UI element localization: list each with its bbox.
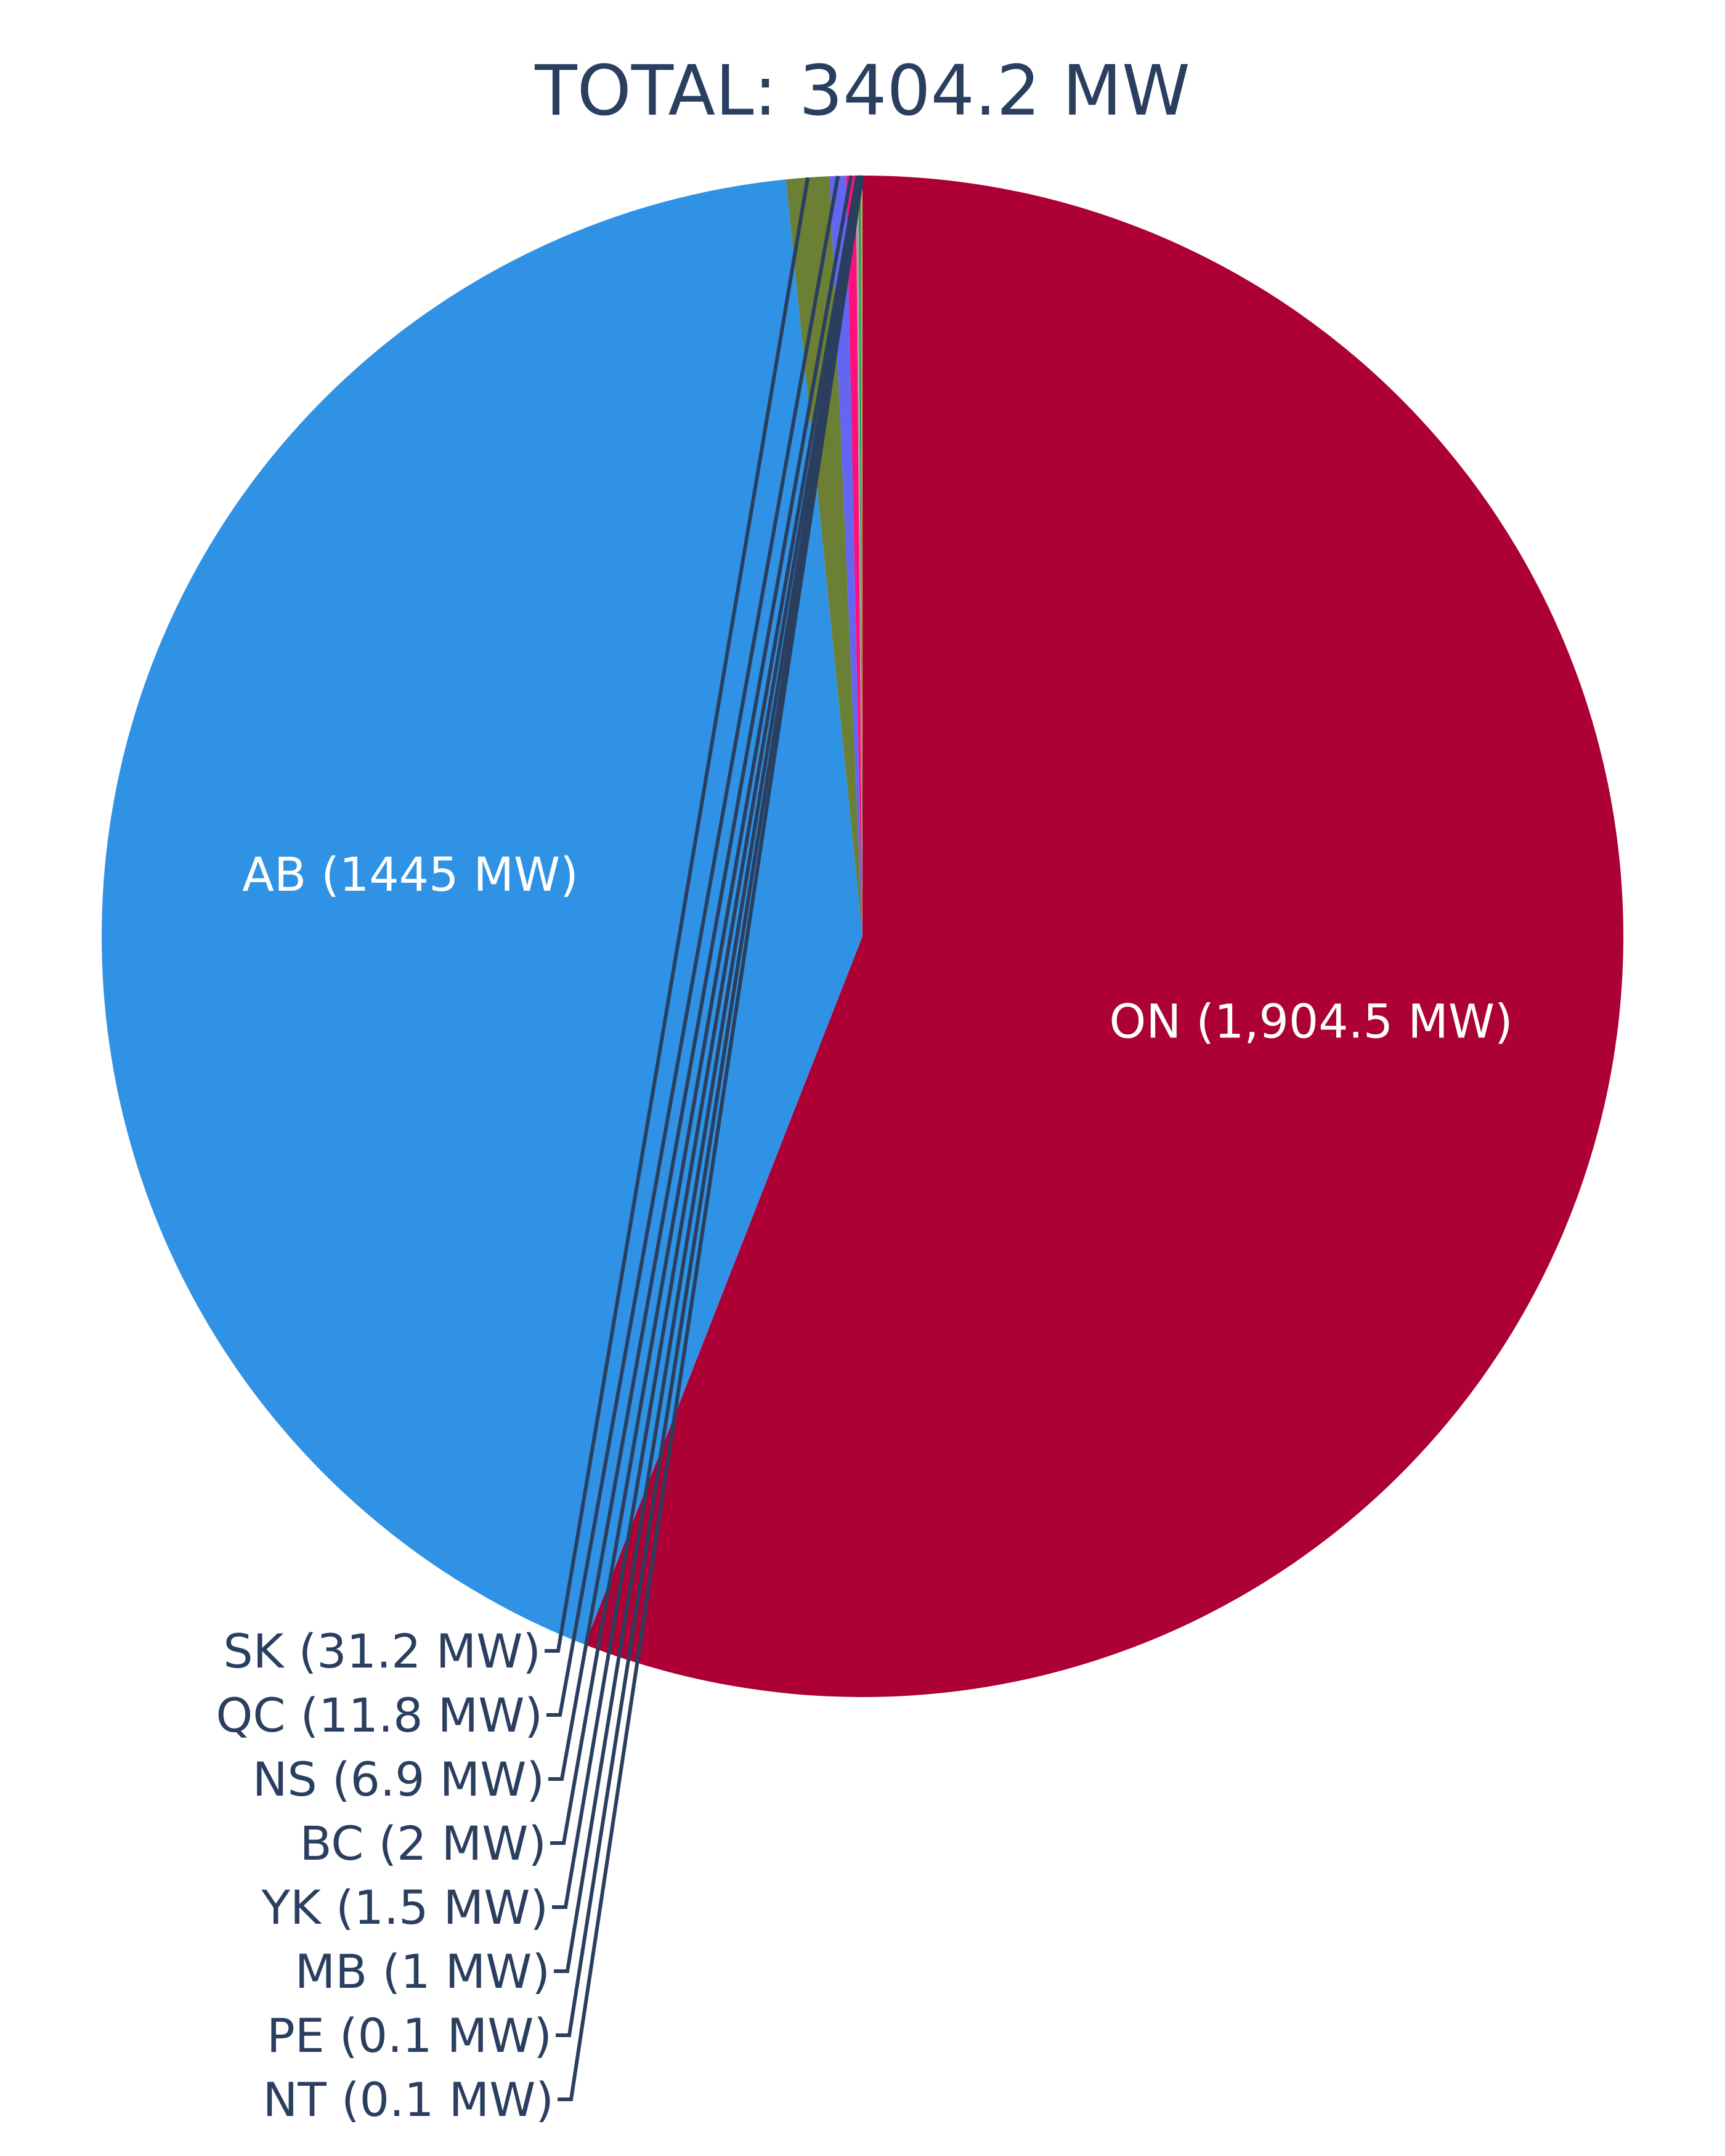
slice-label-pe: PE (0.1 MW) [267, 2008, 552, 2063]
leader-line-nt [558, 175, 864, 2101]
pie-slice-yk [858, 176, 862, 936]
pie-slice-qc [829, 176, 862, 936]
pie-slices [102, 175, 1624, 1697]
slice-label-yk: YK (1.5 MW) [261, 1880, 548, 1935]
leader-line-ns [548, 175, 853, 1781]
slice-label-ns: NS (6.9 MW) [253, 1752, 545, 1807]
slice-label-bc: BC (2 MW) [299, 1816, 546, 1871]
chart-title: TOTAL: 3404.2 MW [534, 51, 1190, 131]
pie-slice-on [585, 176, 1624, 1697]
slice-label-nt: NT (0.1 MW) [263, 2072, 554, 2127]
leader-line-sk [545, 177, 810, 1653]
leader-line-qc [546, 176, 840, 1717]
pie-slice-bc [856, 176, 862, 936]
leader-line-pe [556, 175, 864, 2037]
leader-lines [545, 175, 864, 2101]
leader-line-yk [552, 175, 862, 1909]
slice-label-mb: MB (1 MW) [295, 1944, 550, 1999]
leader-line-bc [550, 175, 859, 1845]
slice-label-sk: SK (31.2 MW) [223, 1624, 541, 1679]
slice-label-ab: AB (1445 MW) [242, 847, 578, 902]
slice-label-on: ON (1,904.5 MW) [1110, 994, 1513, 1049]
pie-slice-mb [861, 175, 862, 937]
leader-line-mb [554, 175, 864, 1973]
slice-label-qc: QC (11.8 MW) [216, 1688, 543, 1743]
pie-slice-ns [846, 176, 862, 936]
slice-labels: ON (1,904.5 MW) AB (1445 MW) SK (31.2 MW) Q… [216, 847, 1513, 2127]
